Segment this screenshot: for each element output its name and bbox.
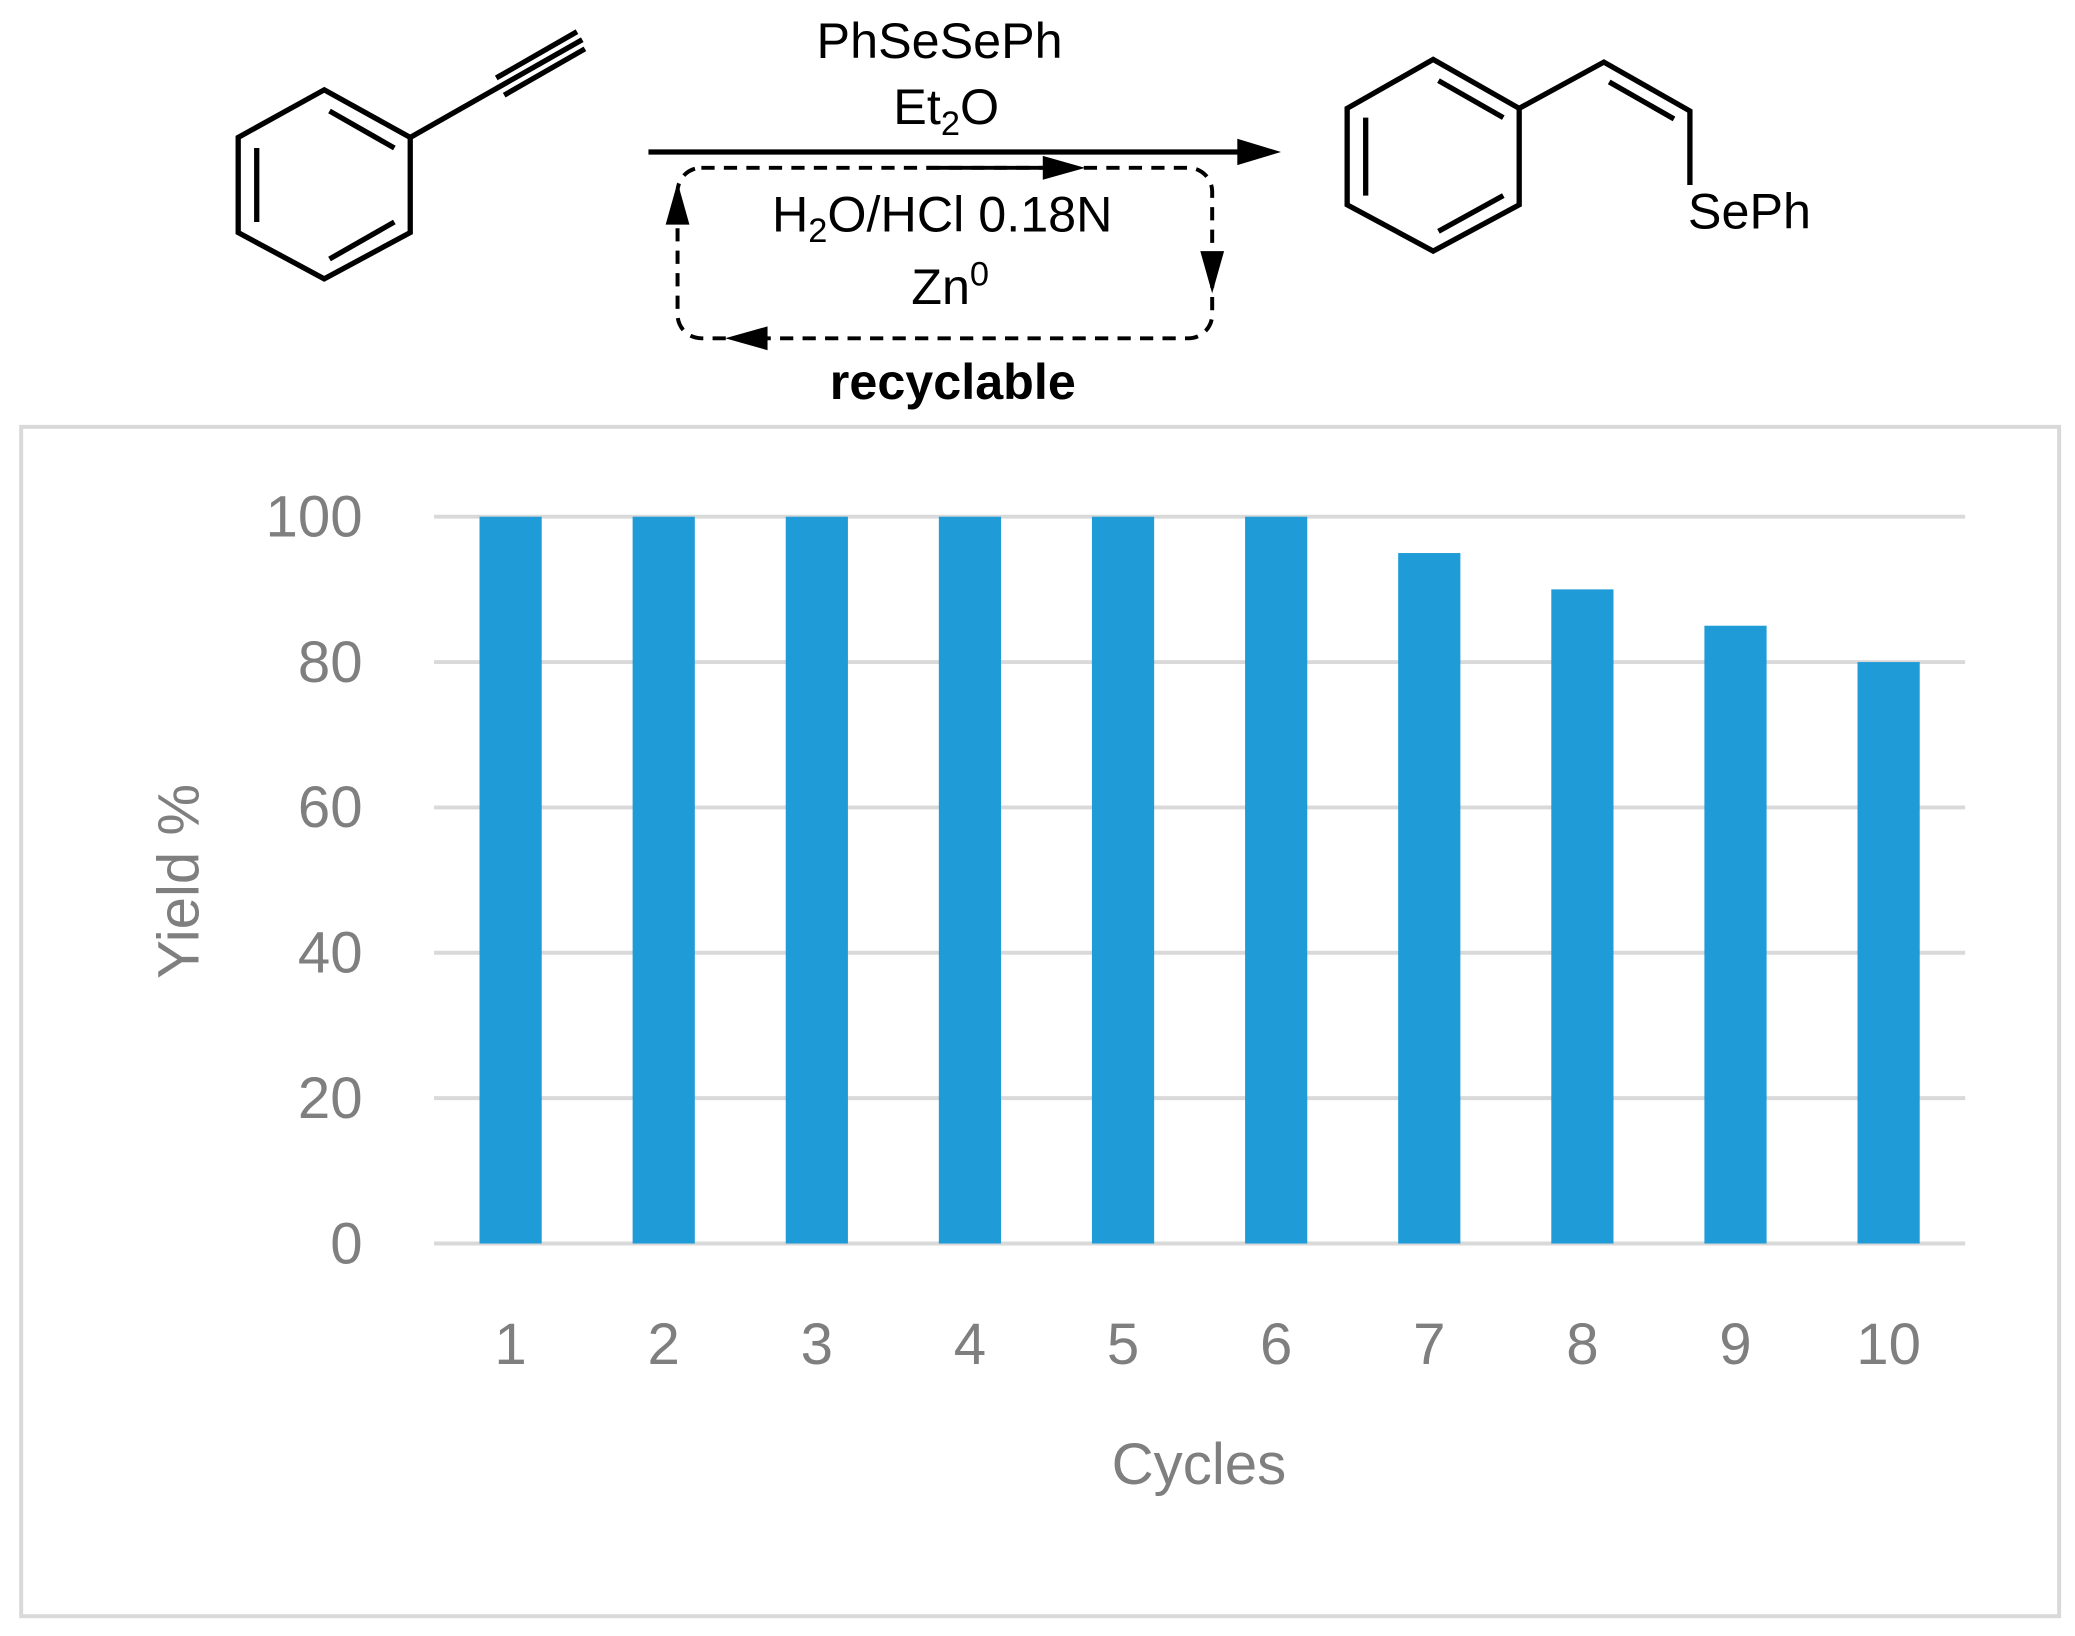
alkyne-bond (502, 46, 587, 98)
subscript: 2 (808, 212, 827, 250)
arrow-head (1237, 138, 1281, 166)
x-tick-label: 8 (1566, 1312, 1598, 1377)
x-tick-label: 5 (1107, 1312, 1139, 1377)
y-tick-label: 40 (298, 921, 363, 986)
text: Et (893, 79, 941, 135)
superscript: 0 (970, 255, 989, 293)
bar (1704, 625, 1767, 1244)
x-tick-label: 6 (1260, 1312, 1292, 1377)
x-tick-label: 2 (648, 1312, 680, 1377)
x-tick-label: 3 (801, 1312, 833, 1377)
y-tick-label: 80 (298, 630, 363, 695)
x-tick-label: 9 (1719, 1312, 1751, 1377)
x-tick-label: 10 (1856, 1312, 1921, 1377)
y-tick-label: 0 (330, 1211, 362, 1276)
bar (1091, 516, 1155, 1244)
bar (1398, 553, 1461, 1244)
x-tick-label: 1 (494, 1312, 526, 1377)
bar (785, 516, 848, 1244)
reagent: PhSeSePh (817, 13, 1063, 69)
acid: H2O/HCl 0.18N (772, 186, 1113, 250)
subscript: 2 (941, 105, 960, 143)
x-tick-label: 7 (1413, 1312, 1445, 1377)
text: Zn (911, 259, 970, 315)
bond (1437, 193, 1505, 234)
solvent: Et2O (893, 79, 999, 143)
benzene-ring (1344, 56, 1522, 255)
y-tick-label: 100 (265, 485, 362, 550)
arrow-head (725, 326, 768, 351)
x-axis-label: Cycles (1112, 1432, 1287, 1497)
benzene-ring (235, 86, 413, 282)
alkyne-bond (408, 37, 584, 140)
metal: Zn0 (911, 255, 989, 314)
chart-frame (19, 424, 2062, 1619)
text: O (960, 79, 999, 135)
text: O/HCl 0.18N (827, 186, 1112, 242)
scheme (235, 29, 1693, 351)
bar (938, 516, 1002, 1244)
y-axis-label: Yield % (146, 784, 211, 979)
bond (328, 108, 396, 151)
bond (1437, 78, 1505, 120)
bar (632, 516, 695, 1244)
y-tick-label: 20 (298, 1066, 363, 1131)
y-tick-label: 60 (298, 775, 363, 840)
product-group: SePh (1688, 184, 1811, 240)
x-tick-label: 4 (954, 1312, 986, 1377)
text: H (772, 186, 808, 242)
note: recyclable (830, 354, 1076, 410)
bar (479, 516, 542, 1244)
alkyne-bond (494, 29, 579, 81)
arrow-head (665, 182, 690, 225)
vinyl-bonds (1517, 59, 1693, 186)
double-bond (1607, 79, 1676, 122)
bar (1245, 516, 1308, 1244)
bond (328, 219, 396, 262)
arrow-head (1200, 251, 1225, 294)
arrow-head (1042, 155, 1086, 180)
bar (1857, 662, 1920, 1244)
bar (1551, 589, 1614, 1244)
